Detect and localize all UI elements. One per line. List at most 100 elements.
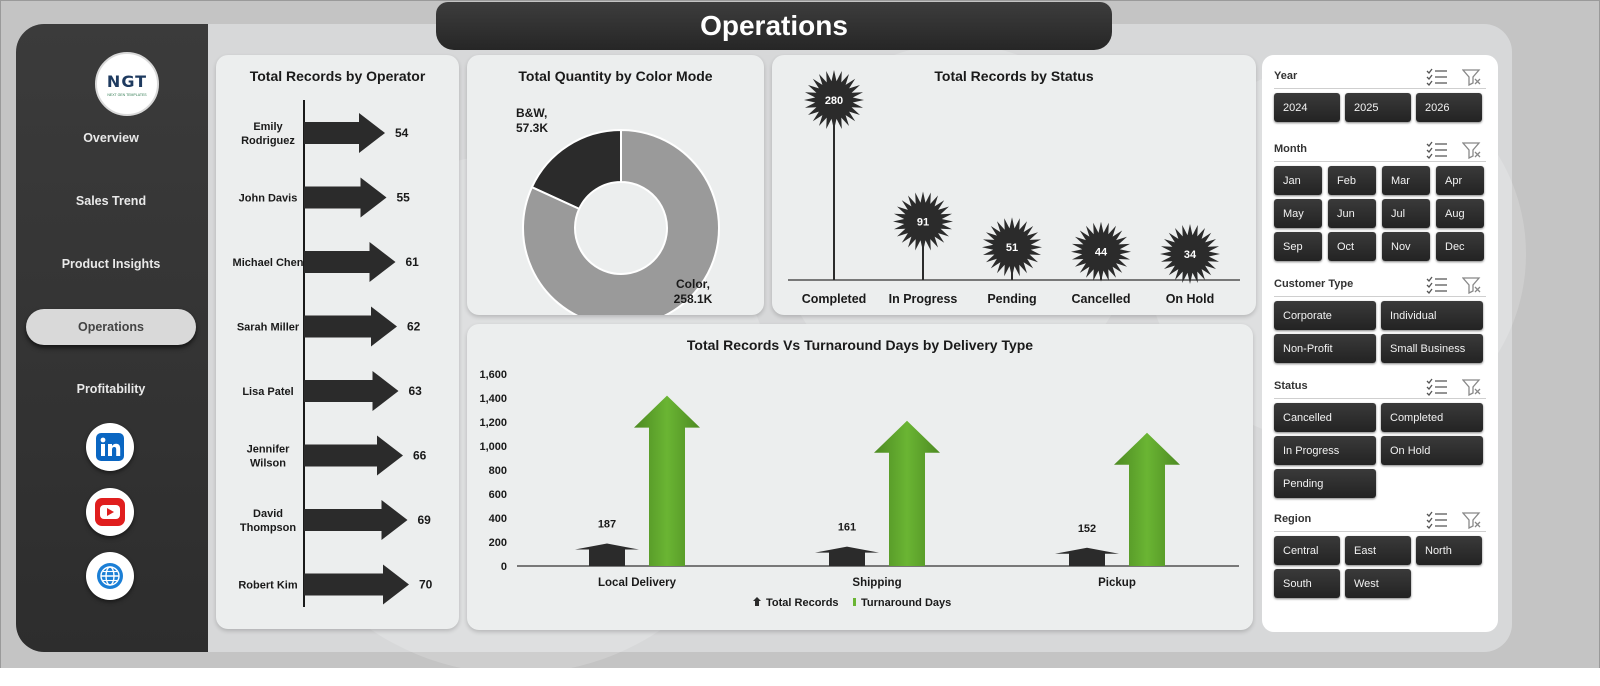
- slicer-option-status[interactable]: On Hold: [1381, 436, 1483, 465]
- status-category-label: Pending: [987, 292, 1036, 306]
- sidebar-item-overview[interactable]: Overview: [83, 131, 139, 145]
- delivery-category-label: Shipping: [852, 577, 901, 589]
- slicer-option-month[interactable]: Mar: [1382, 166, 1430, 195]
- slicer-option-month[interactable]: Jun: [1328, 199, 1376, 228]
- operator-value-label: 61: [406, 255, 420, 269]
- slicer-option-month[interactable]: Dec: [1436, 232, 1484, 261]
- slicer-option-month[interactable]: Aug: [1436, 199, 1484, 228]
- slicer-option-status[interactable]: Completed: [1381, 403, 1483, 432]
- delivery-ytick-label: 1,400: [479, 393, 507, 405]
- slicer-title-year: Year: [1274, 70, 1298, 82]
- multi-select-icon[interactable]: [1426, 511, 1448, 534]
- slicer-option-status[interactable]: Pending: [1274, 469, 1376, 498]
- donut-data-label: 57.3K: [516, 121, 548, 135]
- operator-category-label: Emily: [253, 121, 283, 133]
- slicer-option-month[interactable]: Nov: [1382, 232, 1430, 261]
- operator-category-label: John Davis: [239, 193, 298, 205]
- sidebar-item-sales-trend[interactable]: Sales Trend: [75, 194, 147, 208]
- slicer-option-year[interactable]: 2026: [1416, 93, 1482, 122]
- slicer-option-region[interactable]: West: [1345, 569, 1411, 598]
- sidebar-item-product-insights[interactable]: Product Insights: [61, 257, 161, 271]
- total-records-arrow: [1055, 547, 1119, 566]
- slicer-option-month[interactable]: Oct: [1328, 232, 1376, 261]
- slicer-header-month: Month: [1274, 140, 1486, 162]
- operator-category-label: Sarah Miller: [237, 322, 300, 334]
- operator-bar-arrow: [304, 371, 399, 411]
- card-quantity-by-color-mode: Total Quantity by Color Mode B&W, 57.3K Co…: [467, 55, 764, 315]
- slicer-option-customer-type[interactable]: Small Business: [1381, 334, 1483, 363]
- slicer-option-region[interactable]: East: [1345, 536, 1411, 565]
- clear-filter-icon[interactable]: [1461, 511, 1482, 534]
- slicer-option-month[interactable]: Apr: [1436, 166, 1484, 195]
- status-category-label: Cancelled: [1071, 292, 1130, 306]
- slicer-option-status[interactable]: In Progress: [1274, 436, 1376, 465]
- sidebar-item-profitability[interactable]: Profitability: [76, 382, 146, 396]
- linkedin-icon: [96, 433, 124, 461]
- status-starburst-marker: [982, 217, 1042, 278]
- multi-select-icon[interactable]: [1426, 68, 1448, 91]
- slicer-option-region[interactable]: North: [1416, 536, 1482, 565]
- card-records-by-operator: Total Records by Operator 54 Emily Rodrigu…: [216, 55, 459, 629]
- legend-turnaround-marker: [853, 598, 856, 606]
- operator-bar-arrow: [304, 564, 409, 605]
- slicer-option-customer-type[interactable]: Corporate: [1274, 301, 1376, 330]
- total-records-label: 152: [1078, 523, 1096, 535]
- slicer-header-year: Year: [1274, 67, 1486, 89]
- delivery-ytick-label: 800: [489, 465, 507, 477]
- total-records-label: 187: [598, 519, 616, 531]
- slicer-option-region[interactable]: Central: [1274, 536, 1340, 565]
- slicer-option-month[interactable]: Jan: [1274, 166, 1322, 195]
- clear-filter-icon[interactable]: [1461, 276, 1482, 299]
- slicer-title-month: Month: [1274, 143, 1307, 155]
- slicer-option-month[interactable]: May: [1274, 199, 1322, 228]
- clear-filter-icon[interactable]: [1461, 68, 1482, 91]
- multi-select-icon[interactable]: [1426, 276, 1448, 299]
- operator-bar-arrow: [304, 242, 396, 282]
- operator-category-label: Michael Chen: [233, 257, 304, 269]
- operator-value-label: 63: [409, 384, 423, 398]
- slicer-header-region: Region: [1274, 510, 1486, 532]
- slicer-option-year[interactable]: 2025: [1345, 93, 1411, 122]
- card-records-vs-turnaround: Total Records Vs Turnaround Days by Deli…: [467, 324, 1253, 630]
- slicer-option-month[interactable]: Jul: [1382, 199, 1430, 228]
- clear-filter-icon[interactable]: [1461, 378, 1482, 401]
- status-chart: 280 Completed 91 In Progress 51 Pending 44 Canc…: [788, 70, 1240, 306]
- slicer-title-region: Region: [1274, 513, 1312, 525]
- status-starburst-marker: [893, 191, 953, 252]
- youtube-button[interactable]: [86, 488, 134, 536]
- operator-category-label: Jennifer: [247, 444, 291, 456]
- operator-category-label: Lisa Patel: [242, 386, 293, 398]
- slicer-option-status[interactable]: Cancelled: [1274, 403, 1376, 432]
- operator-category-label: Robert Kim: [238, 580, 298, 592]
- status-value-label: 51: [1006, 242, 1018, 254]
- chart-title-status: Total Records by Status: [934, 68, 1094, 84]
- website-button[interactable]: [86, 552, 134, 600]
- sidebar-item-operations[interactable]: Operations: [26, 309, 196, 345]
- turnaround-days-arrow: [634, 395, 700, 566]
- multi-select-icon[interactable]: [1426, 378, 1448, 401]
- turnaround-days-arrow: [1114, 432, 1180, 566]
- slicer-option-month[interactable]: Feb: [1328, 166, 1376, 195]
- slicer-option-year[interactable]: 2024: [1274, 93, 1340, 122]
- multi-select-icon[interactable]: [1426, 141, 1448, 164]
- slicer-option-customer-type[interactable]: Non-Profit: [1274, 334, 1376, 363]
- youtube-icon: [95, 498, 125, 526]
- slicer-option-month[interactable]: Sep: [1274, 232, 1322, 261]
- slicer-title-customer-type: Customer Type: [1274, 278, 1354, 290]
- total-records-arrow: [575, 543, 639, 566]
- status-category-label: On Hold: [1166, 292, 1215, 306]
- status-starburst-marker: [1160, 224, 1220, 284]
- donut-data-label: 258.1K: [674, 292, 713, 306]
- slicer-option-region[interactable]: South: [1274, 569, 1340, 598]
- operator-bar-arrow: [304, 435, 403, 476]
- chart-title-color-mode: Total Quantity by Color Mode: [518, 68, 713, 84]
- clear-filter-icon[interactable]: [1461, 141, 1482, 164]
- slicer-option-customer-type[interactable]: Individual: [1381, 301, 1483, 330]
- status-value-label: 91: [917, 217, 929, 229]
- linkedin-button[interactable]: [86, 423, 134, 471]
- bottom-strip: [0, 668, 1600, 686]
- operator-value-label: 69: [418, 513, 432, 527]
- operator-bar-arrow: [304, 113, 385, 153]
- status-category-label: In Progress: [889, 292, 958, 306]
- card-records-by-status: Total Records by Status 280 Completed 91 In…: [772, 55, 1256, 315]
